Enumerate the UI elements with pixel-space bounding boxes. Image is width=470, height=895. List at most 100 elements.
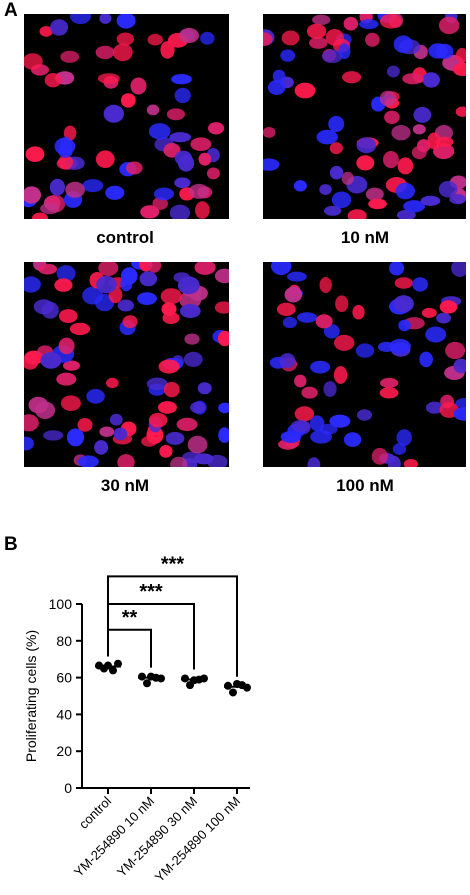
ki67-positive-nucleus [402,73,424,85]
ki67-positive-nucleus [187,435,208,454]
dapi-nucleus [329,165,344,180]
dapi-nucleus [356,409,373,421]
ki67-positive-nucleus [65,181,85,198]
ki67-positive-nucleus [95,150,115,168]
dapi-nucleus [148,123,171,140]
ki67-positive-nucleus [384,110,400,125]
ki67-positive-nucleus [63,360,80,371]
ki67-positive-nucleus [32,212,48,219]
dapi-nucleus [165,431,185,445]
panel-b-letter: B [4,534,18,555]
micrograph-label-control: control [96,228,154,247]
ki67-positive-nucleus [319,277,332,293]
data-point [143,679,151,688]
ki67-positive-nucleus [276,302,296,316]
dapi-nucleus [293,180,307,192]
ki67-positive-nucleus [56,372,77,386]
dapi-nucleus [56,265,76,282]
ki67-positive-nucleus [412,124,426,135]
y-tick-label: 60 [56,670,72,686]
ki67-positive-nucleus [190,137,212,151]
dapi-nucleus [105,185,125,200]
ki67-positive-nucleus [383,151,399,169]
ki67-positive-nucleus [54,278,73,292]
ki67-positive-nucleus [214,268,229,284]
ki67-positive-nucleus [365,32,380,47]
dapi-nucleus [43,430,64,441]
ki67-positive-nucleus [341,171,354,185]
dapi-nucleus [267,80,286,95]
ki67-positive-nucleus [294,406,315,422]
micrograph-30nm [24,262,229,467]
ki67-positive-nucleus [170,456,188,467]
ki67-positive-nucleus [163,381,180,398]
ki67-positive-nucleus [112,43,133,62]
ki67-positive-nucleus [421,307,437,318]
dapi-nucleus [109,413,123,426]
ki67-positive-nucleus [342,71,362,84]
dapi-nucleus [359,19,379,30]
ki67-positive-nucleus [24,53,43,70]
ki67-positive-nucleus [427,132,441,150]
dapi-nucleus [310,360,331,374]
dapi-nucleus [291,420,310,433]
data-point [229,688,237,697]
dapi-nucleus [331,191,352,209]
ki67-positive-nucleus [122,315,138,329]
y-tick-label: 40 [56,706,72,722]
ki67-positive-nucleus [188,183,210,199]
dapi-nucleus [389,338,411,354]
data-point [224,681,232,690]
dapi-nucleus [393,295,414,313]
dapi-nucleus [280,49,296,62]
ki67-positive-nucleus [315,314,333,329]
ki67-positive-nucleus [294,374,307,388]
micrograph-100nm [263,262,466,467]
dapi-nucleus [218,427,229,443]
micrograph-10nm [263,14,466,219]
ki67-positive-nucleus [380,377,399,388]
dapi-nucleus [24,276,41,293]
dapi-nucleus [137,292,157,305]
ki67-positive-nucleus [24,186,41,204]
dapi-nucleus [389,262,405,276]
ki67-positive-nucleus [97,73,120,84]
dapi-nucleus [386,65,400,78]
dapi-nucleus [171,74,192,85]
ki67-positive-nucleus [63,125,77,141]
ki67-positive-nucleus [452,62,466,76]
data-point [109,666,117,675]
dapi-nucleus [82,179,104,193]
ki67-positive-nucleus [35,401,56,419]
ki67-positive-nucleus [184,333,200,345]
data-point [138,672,146,681]
ki67-positive-nucleus [40,202,60,215]
ki67-positive-nucleus [116,32,135,46]
ki67-positive-nucleus [99,426,115,437]
ki67-positive-nucleus [394,277,413,289]
ki67-positive-nucleus [263,127,276,138]
ki67-positive-nucleus [176,417,198,431]
ki67-positive-nucleus [343,16,358,31]
ki67-positive-nucleus [24,414,39,432]
ki67-positive-nucleus [356,155,375,171]
dapi-nucleus [310,430,332,444]
dapi-nucleus [356,137,377,154]
ki67-positive-nucleus [206,167,220,180]
ki67-positive-nucleus [95,45,115,60]
ki67-positive-nucleus [365,187,384,201]
dapi-nucleus [438,180,458,198]
dapi-nucleus [329,414,351,428]
ki67-positive-nucleus [306,23,327,39]
dapi-nucleus [218,402,229,414]
ki67-positive-nucleus [69,322,91,336]
dapi-nucleus [393,35,413,53]
dapi-nucleus [324,205,342,216]
micrograph-control [24,14,229,219]
dapi-nucleus [174,87,191,104]
dapi-nucleus [323,324,340,339]
dapi-nucleus [178,154,195,172]
x-tick-label: YM-254890 10 nM [71,794,157,880]
dapi-nucleus [82,286,104,305]
dapi-nucleus [194,453,214,465]
